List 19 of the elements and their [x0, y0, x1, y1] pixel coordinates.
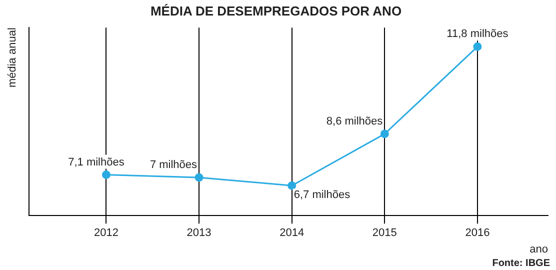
point — [380, 130, 389, 138]
x-tick-label: 2014 — [280, 227, 304, 240]
x-tick-label: 2013 — [186, 227, 212, 240]
source-note: Fonte: IBGE — [492, 258, 550, 269]
y-axis-title: média anual — [6, 28, 19, 88]
x-tick-label: 2015 — [372, 227, 397, 240]
chart-title: MÉDIA DE DESEMPREGADOS POR ANO — [150, 3, 402, 18]
data-label: 8,6 milhões — [326, 115, 384, 128]
data-label: 11,8 milhões — [446, 28, 509, 40]
data-label: 7 milhões — [150, 158, 198, 171]
point — [194, 173, 204, 182]
point — [102, 170, 110, 179]
data-label: 6,7 milhões — [294, 189, 351, 202]
x-tick-label: 2012 — [94, 227, 118, 240]
x-tick-label: 2016 — [465, 227, 490, 240]
point — [473, 42, 482, 51]
x-axis-title: ano — [530, 243, 548, 256]
point — [288, 181, 296, 190]
data-label: 7,1 milhões — [68, 156, 125, 168]
